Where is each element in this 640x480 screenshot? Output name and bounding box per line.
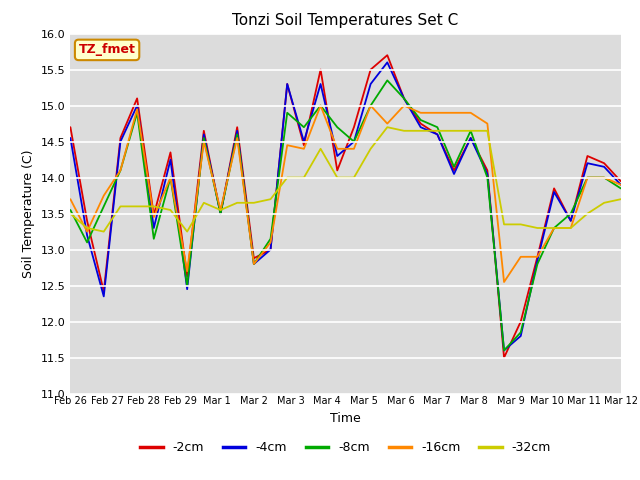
Y-axis label: Soil Temperature (C): Soil Temperature (C) (22, 149, 35, 278)
X-axis label: Time: Time (330, 412, 361, 425)
Text: TZ_fmet: TZ_fmet (79, 43, 136, 56)
Title: Tonzi Soil Temperatures Set C: Tonzi Soil Temperatures Set C (232, 13, 459, 28)
Legend: -2cm, -4cm, -8cm, -16cm, -32cm: -2cm, -4cm, -8cm, -16cm, -32cm (135, 436, 556, 459)
